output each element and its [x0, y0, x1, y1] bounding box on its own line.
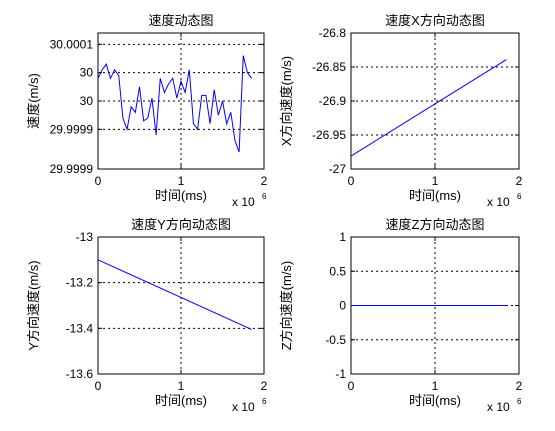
x-multiplier-exponent: 6 — [517, 397, 522, 406]
y-axis-label: 速度(m/s) — [26, 73, 41, 129]
y-axis-label: Y方向速度(m/s) — [26, 260, 41, 350]
y-tick-label: 30 — [80, 66, 94, 80]
y-tick-label: 0.5 — [329, 264, 346, 278]
x-tick-label: 2 — [261, 174, 268, 188]
y-tick-label: -26.9 — [319, 94, 347, 108]
x-tick-label: 0 — [348, 379, 355, 393]
x-multiplier-label: x 10 — [232, 400, 255, 414]
y-tick-label: 0 — [339, 299, 346, 313]
chart-title: 速度Z方向动态图 — [386, 217, 485, 232]
y-tick-label: 29.9999 — [50, 162, 94, 176]
y-tick-label: -0.5 — [325, 333, 346, 347]
x-tick-label: 2 — [516, 174, 523, 188]
y-tick-label: -13.4 — [66, 321, 94, 335]
chart-title: 速度动态图 — [148, 13, 213, 28]
x-tick-label: 0 — [95, 379, 102, 393]
x-multiplier-label: x 10 — [487, 195, 510, 209]
chart-title: 速度Y方向动态图 — [131, 217, 231, 232]
y-tick-label: 1 — [339, 230, 346, 244]
x-axis-label: 时间(ms) — [155, 188, 207, 203]
x-multiplier-label: x 10 — [232, 195, 255, 209]
x-axis-label: 时间(ms) — [409, 188, 461, 203]
y-tick-label: -26.85 — [312, 60, 346, 74]
x-multiplier-exponent: 6 — [262, 192, 267, 201]
series-line — [350, 59, 507, 157]
x-tick-label: 0 — [95, 174, 102, 188]
x-axis-label: 时间(ms) — [409, 393, 461, 408]
x-tick-label: 1 — [432, 379, 439, 393]
y-tick-label: 30.0001 — [50, 37, 94, 51]
x-multiplier-label: x 10 — [487, 400, 510, 414]
x-tick-label: 1 — [178, 174, 185, 188]
y-tick-label: -13 — [76, 230, 94, 244]
chart-title: 速度X方向动态图 — [385, 13, 485, 28]
x-tick-label: 0 — [348, 174, 355, 188]
x-tick-label: 1 — [432, 174, 439, 188]
y-tick-label: 29.9999 — [50, 122, 94, 136]
y-tick-label: -26.8 — [319, 26, 347, 40]
y-tick-label: -13.2 — [66, 276, 94, 290]
y-tick-label: -26.95 — [312, 128, 346, 142]
x-axis-label: 时间(ms) — [155, 393, 207, 408]
x-tick-label: 2 — [516, 379, 523, 393]
y-tick-label: -13.6 — [66, 367, 94, 381]
series-line — [97, 55, 252, 153]
x-multiplier-exponent: 6 — [262, 397, 267, 406]
y-axis-label: X方向速度(m/s) — [279, 56, 294, 146]
y-tick-label: -27 — [329, 162, 347, 176]
x-tick-label: 1 — [178, 379, 185, 393]
axes-frame — [97, 32, 265, 170]
subplot-2: 0 1 2 -26.8 -26.85 -26.9 -26.95 -27 速度X方向动态图时间(m… — [279, 13, 523, 209]
x-multiplier-exponent: 6 — [517, 192, 522, 201]
x-tick-label: 2 — [261, 379, 268, 393]
y-axis-label: Z方向速度(m/s) — [279, 261, 294, 351]
y-tick-label: -1 — [335, 367, 346, 381]
series-line — [97, 259, 252, 330]
y-tick-label: 30 — [80, 94, 94, 108]
